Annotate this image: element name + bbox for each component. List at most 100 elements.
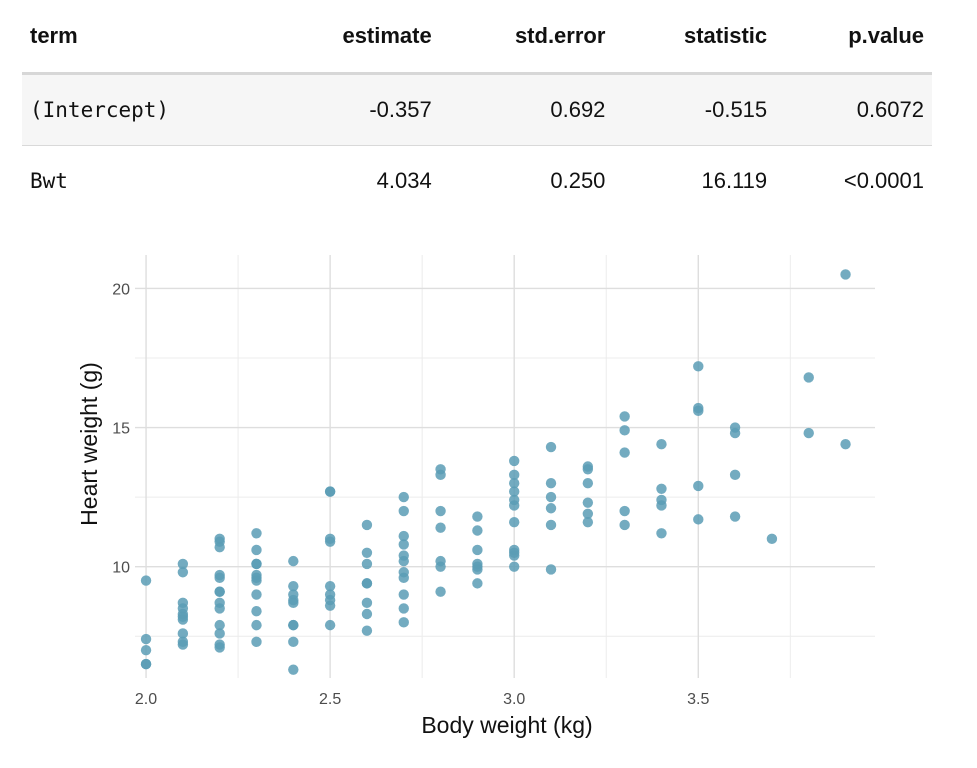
data-point [214, 572, 225, 584]
data-point [324, 486, 336, 497]
data-point [656, 500, 667, 511]
column-header-statistic: statistic [613, 0, 776, 75]
data-point [803, 372, 814, 383]
data-point [288, 580, 299, 592]
data-point [693, 405, 704, 417]
table-row: Bwt 4.034 0.250 16.119 <0.0001 [22, 146, 932, 217]
data-point [840, 439, 851, 450]
data-point [656, 439, 667, 450]
data-point [472, 525, 483, 536]
table-row: (Intercept) -0.357 0.692 -0.515 0.6072 [22, 73, 932, 146]
data-point [398, 530, 409, 542]
data-point [840, 269, 851, 280]
cell-statistic: 16.119 [701, 168, 768, 193]
data-point [140, 633, 152, 645]
data-point [509, 455, 520, 467]
data-point [729, 469, 741, 481]
data-point [324, 619, 336, 631]
data-point [361, 519, 373, 531]
regression-table: term estimate std.error statistic p.valu… [22, 0, 932, 216]
y-tick-label: 20 [112, 281, 130, 298]
data-point [140, 658, 152, 670]
data-point [509, 516, 520, 528]
data-point [435, 522, 446, 533]
scatter-plot: 2.0 2.5 3.0 3.5 10 15 20 Body weight (kg) Hea… [76, 255, 875, 738]
data-point [619, 447, 630, 458]
data-point [177, 558, 189, 570]
data-point [361, 608, 373, 620]
data-point [435, 561, 446, 572]
data-point [214, 628, 225, 639]
cell-estimate: 4.034 [376, 168, 432, 193]
data-point [435, 469, 446, 481]
data-point [251, 589, 262, 600]
data-point [545, 491, 557, 503]
data-point [766, 533, 778, 545]
plot-grid [135, 255, 875, 678]
data-point [361, 558, 373, 570]
data-point [729, 511, 741, 522]
data-point [251, 636, 262, 648]
cell-statistic: -0.515 [613, 73, 776, 146]
data-point [619, 505, 630, 517]
data-point [361, 597, 373, 609]
data-point [472, 564, 483, 575]
data-point [288, 619, 299, 631]
y-tick-label: 10 [112, 560, 130, 577]
data-point [472, 544, 483, 556]
column-header-p-value: p.value [775, 0, 932, 75]
y-axis-label: Heart weight (g) [76, 362, 102, 526]
data-point [324, 536, 336, 547]
data-point [545, 564, 557, 575]
data-point [214, 603, 225, 614]
data-point [177, 639, 189, 650]
data-point [656, 483, 667, 494]
data-point [214, 642, 225, 653]
data-point [693, 361, 704, 372]
data-point [398, 555, 409, 567]
data-point [288, 555, 299, 567]
data-point [398, 491, 409, 503]
data-point [545, 441, 557, 453]
data-point [288, 664, 299, 675]
column-header-estimate: estimate [268, 0, 440, 75]
data-point [398, 617, 409, 628]
data-point [361, 625, 373, 636]
data-point [140, 644, 152, 656]
data-point [619, 411, 630, 422]
data-point [214, 619, 225, 631]
column-header-term: term [22, 0, 268, 75]
cell-p-value: 0.6072 [775, 73, 932, 146]
cell-term: Bwt [30, 169, 68, 193]
table-header-row: term estimate std.error statistic p.valu… [22, 0, 932, 75]
data-point [177, 628, 189, 639]
data-point [619, 519, 630, 531]
data-point [509, 561, 520, 572]
x-tick-label: 2.0 [135, 691, 157, 708]
data-point [324, 600, 336, 611]
data-point [545, 519, 557, 531]
data-point [398, 572, 409, 584]
x-axis-ticks: 2.0 2.5 3.0 3.5 [135, 691, 710, 708]
data-point [251, 544, 262, 556]
data-point [693, 480, 704, 492]
cell-std-error: 0.692 [439, 73, 614, 146]
data-point [545, 477, 557, 489]
data-point [619, 425, 630, 436]
data-point [729, 427, 741, 439]
data-point [251, 619, 262, 631]
data-point [288, 636, 299, 648]
data-point [214, 586, 225, 597]
x-tick-label: 2.5 [319, 691, 341, 708]
data-point [435, 586, 446, 597]
cell-estimate: -0.357 [268, 73, 440, 146]
cell-std-error: 0.250 [550, 168, 606, 193]
data-point [214, 542, 225, 553]
data-point [472, 511, 483, 522]
data-point [509, 550, 520, 561]
data-point [251, 575, 262, 586]
data-point [582, 508, 594, 520]
data-point [251, 528, 262, 539]
data-point [472, 578, 483, 589]
x-tick-label: 3.0 [503, 691, 525, 708]
